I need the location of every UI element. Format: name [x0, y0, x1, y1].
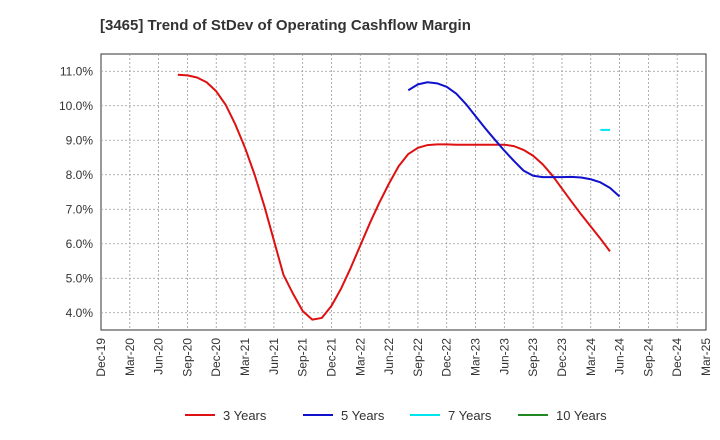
y-tick-label: 7.0%: [66, 202, 94, 216]
legend-label: 5 Years: [341, 408, 385, 423]
x-tick-label: Jun-24: [613, 338, 627, 375]
y-tick-label: 10.0%: [59, 99, 93, 113]
y-tick-label: 9.0%: [66, 133, 94, 147]
x-tick-label: Dec-19: [94, 338, 108, 377]
x-tick-label: Mar-25: [699, 338, 713, 376]
x-tick-label: Dec-21: [324, 338, 338, 377]
x-tick-label: Jun-22: [382, 338, 396, 375]
series-line-3-years: [177, 73, 611, 321]
x-tick-label: Mar-23: [469, 338, 483, 376]
y-tick-label: 4.0%: [66, 306, 94, 320]
x-tick-label: Mar-22: [353, 338, 367, 376]
x-tick-label: Sep-21: [296, 338, 310, 377]
plot-area: [100, 53, 707, 331]
x-tick-label: Sep-20: [180, 338, 194, 377]
y-tick-label: 6.0%: [66, 237, 94, 251]
legend-label: 10 Years: [556, 408, 607, 423]
x-tick-label: Jun-21: [267, 338, 281, 375]
y-tick-label: 11.0%: [60, 64, 93, 78]
series-lines: [177, 73, 621, 321]
chart-title: [3465] Trend of StDev of Operating Cashf…: [100, 17, 471, 34]
legend: 3 Years 5 Years 7 Years 10 Years: [185, 408, 607, 423]
x-tick-label: Dec-20: [209, 338, 223, 377]
x-tick-label: Dec-24: [670, 338, 684, 377]
y-tick-label: 5.0%: [66, 271, 94, 285]
x-tick-label: Dec-23: [555, 338, 569, 377]
y-tick-label: 8.0%: [66, 168, 94, 182]
x-tick-label: Dec-22: [440, 338, 454, 377]
x-tick-label: Mar-20: [123, 338, 137, 376]
x-tick-label: Sep-24: [641, 338, 655, 377]
x-tick-label: Jun-20: [152, 338, 166, 375]
x-tick-label: Jun-23: [497, 338, 511, 375]
x-tick-label: Mar-21: [238, 338, 252, 376]
x-axis-ticks: Dec-19 Mar-20 Jun-20 Sep-20 Dec-20 Mar-21 Jun-…: [94, 338, 713, 377]
legend-label: 7 Years: [448, 408, 492, 423]
series-line-5-years: [407, 81, 621, 198]
legend-label: 3 Years: [223, 408, 267, 423]
x-tick-label: Mar-24: [584, 338, 598, 376]
y-axis-ticks: 4.0% 5.0% 6.0% 7.0% 8.0% 9.0% 10.0% 11.0%: [59, 64, 93, 320]
x-tick-label: Sep-22: [411, 338, 425, 377]
x-tick-label: Sep-23: [526, 338, 540, 377]
